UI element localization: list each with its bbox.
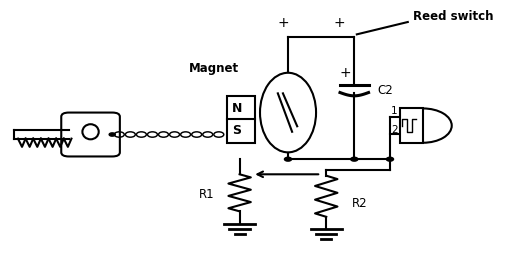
Text: 1: 1 [391,106,398,116]
Text: C2: C2 [377,84,393,97]
Bar [227,96,255,143]
Text: R1: R1 [199,188,214,201]
Circle shape [284,157,292,161]
Text: Reed switch: Reed switch [413,10,493,23]
Text: S: S [232,124,242,137]
Text: 2: 2 [391,125,398,136]
Text: N: N [232,102,242,115]
Text: +: + [277,16,289,31]
Circle shape [109,133,115,136]
FancyBboxPatch shape [61,113,120,157]
Text: +: + [333,16,345,31]
Text: Magnet: Magnet [189,62,239,75]
Circle shape [386,157,394,161]
Text: +: + [340,66,352,80]
Bar [400,108,423,143]
Text: R2: R2 [352,197,367,210]
Ellipse shape [260,73,316,152]
Circle shape [350,157,358,161]
Ellipse shape [82,124,99,139]
